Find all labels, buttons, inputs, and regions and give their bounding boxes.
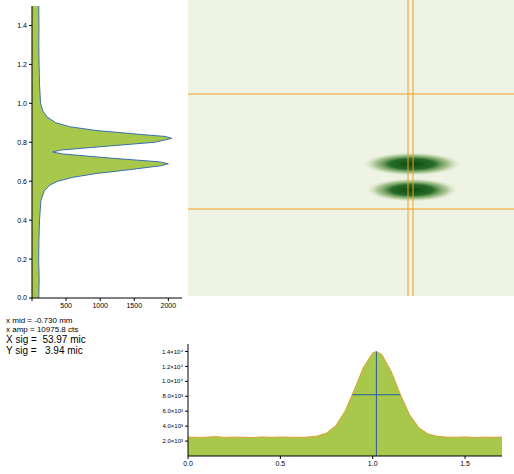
svg-text:1.0×10⁴: 1.0×10⁴ — [162, 378, 184, 384]
svg-text:0.6: 0.6 — [17, 178, 27, 185]
svg-text:1.4: 1.4 — [17, 22, 27, 29]
svg-text:4.0×10³: 4.0×10³ — [162, 423, 183, 429]
svg-text:1.0: 1.0 — [368, 460, 378, 467]
svg-text:1.2: 1.2 — [17, 61, 27, 68]
html-text:x amp = 10975.8 cts: x amp = 10975.8 cts — [6, 325, 79, 334]
svg-text:1500: 1500 — [126, 302, 142, 309]
svg-text:0.0: 0.0 — [183, 460, 193, 467]
svg-text:0.5: 0.5 — [275, 460, 285, 467]
svg-text:0.4: 0.4 — [17, 217, 27, 224]
svg-text:0.2: 0.2 — [17, 256, 27, 263]
svg-text:1.5: 1.5 — [460, 460, 470, 467]
svg-text:500: 500 — [60, 302, 72, 309]
svg-text:1.0: 1.0 — [17, 100, 27, 107]
svg-text:0.0: 0.0 — [17, 294, 27, 301]
svg-text:1000: 1000 — [92, 302, 108, 309]
html-text:x mid = -0.730 mm: x mid = -0.730 mm — [6, 316, 73, 325]
svg-text:6.0×10³: 6.0×10³ — [162, 408, 183, 414]
svg-text:8.0×10³: 8.0×10³ — [162, 393, 183, 399]
svg-text:2.0×10³: 2.0×10³ — [162, 438, 183, 444]
svg-text:1.2×10⁴: 1.2×10⁴ — [162, 364, 184, 370]
html-text:Y sig = 3.94 mic: Y sig = 3.94 mic — [6, 345, 83, 356]
html-text:X sig = 53.97 mic: X sig = 53.97 mic — [6, 334, 86, 345]
svg-text:0.8: 0.8 — [17, 139, 27, 146]
svg-text:1.4×10⁴: 1.4×10⁴ — [162, 349, 184, 355]
svg-text:2000: 2000 — [161, 302, 177, 309]
